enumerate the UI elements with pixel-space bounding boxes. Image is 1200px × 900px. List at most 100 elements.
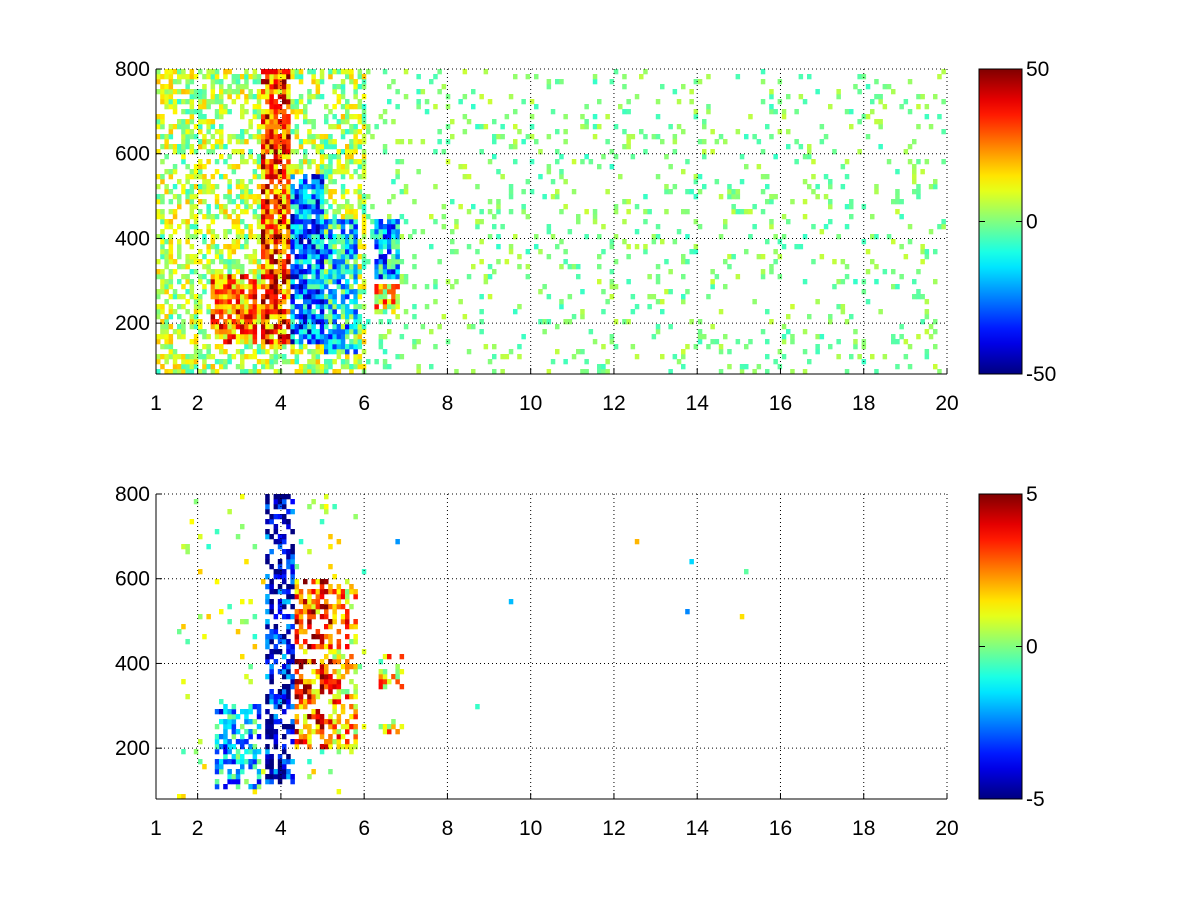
heatmap-cell bbox=[311, 144, 316, 150]
heatmap-cell bbox=[891, 339, 896, 345]
heatmap-cell bbox=[214, 529, 220, 535]
heatmap-cell bbox=[202, 94, 207, 100]
heatmap-cell bbox=[315, 369, 321, 375]
heatmap-cell bbox=[273, 694, 279, 700]
heatmap-cell bbox=[765, 309, 770, 315]
heatmap-cell bbox=[403, 189, 409, 195]
heatmap-cell bbox=[907, 79, 913, 85]
heatmap-cell bbox=[269, 589, 274, 595]
heatmap-cell bbox=[340, 204, 346, 210]
heatmap-cell bbox=[277, 134, 283, 140]
heatmap-cell bbox=[290, 739, 295, 745]
heatmap-cell bbox=[240, 289, 245, 295]
heatmap-cell bbox=[681, 84, 686, 90]
heatmap-cell bbox=[802, 99, 808, 105]
heatmap-cell bbox=[311, 289, 316, 295]
heatmap-cell bbox=[269, 334, 274, 340]
heatmap-cell bbox=[471, 104, 476, 110]
heatmap-cell bbox=[303, 319, 308, 325]
heatmap-cell bbox=[315, 604, 321, 610]
heatmap-cell bbox=[802, 154, 808, 160]
heatmap-cell bbox=[492, 214, 497, 220]
heatmap-cell bbox=[256, 704, 262, 710]
heatmap-cell bbox=[210, 279, 216, 285]
heatmap-cell bbox=[290, 704, 295, 710]
heatmap-cell bbox=[328, 304, 333, 310]
heatmap-cell bbox=[760, 149, 766, 155]
heatmap-cell bbox=[349, 704, 354, 710]
heatmap-cell bbox=[160, 329, 165, 335]
heatmap-cell bbox=[223, 309, 228, 315]
heatmap-cell bbox=[181, 144, 186, 150]
x-tick-label: 1 bbox=[150, 392, 162, 415]
heatmap-cell bbox=[214, 289, 220, 295]
heatmap-cell bbox=[874, 184, 879, 190]
heatmap-cell bbox=[269, 69, 274, 75]
heatmap-cell bbox=[307, 744, 312, 750]
heatmap-cell bbox=[580, 314, 585, 320]
heatmap-cell bbox=[429, 364, 434, 370]
heatmap-cell bbox=[231, 79, 237, 85]
heatmap-cell bbox=[340, 269, 346, 275]
heatmap-cell bbox=[244, 324, 249, 330]
heatmap-cell bbox=[189, 284, 195, 290]
heatmap-cell bbox=[324, 269, 329, 275]
heatmap-cell bbox=[819, 334, 825, 340]
heatmap-cell bbox=[765, 174, 770, 180]
heatmap-cell bbox=[366, 319, 371, 325]
heatmap-cell bbox=[185, 139, 190, 145]
heatmap-cell bbox=[219, 94, 224, 100]
heatmap-cell bbox=[307, 229, 312, 235]
heatmap-cell bbox=[248, 74, 253, 80]
heatmap-cell bbox=[294, 339, 300, 345]
heatmap-cell bbox=[286, 559, 291, 565]
heatmap-cell bbox=[294, 69, 300, 75]
heatmap-cell bbox=[172, 329, 178, 335]
heatmap-cell bbox=[592, 214, 598, 220]
heatmap-cell bbox=[290, 244, 295, 250]
heatmap-cell bbox=[235, 754, 241, 760]
heatmap-cell bbox=[324, 674, 329, 680]
heatmap-cell bbox=[265, 234, 270, 240]
heatmap-cell bbox=[324, 214, 329, 220]
heatmap-cell bbox=[550, 179, 556, 185]
heatmap-cell bbox=[265, 214, 270, 220]
heatmap-cell bbox=[416, 99, 421, 105]
heatmap-cell bbox=[286, 129, 291, 135]
heatmap-cell bbox=[311, 364, 316, 370]
heatmap-cell bbox=[206, 139, 211, 145]
heatmap-cell bbox=[374, 259, 379, 265]
heatmap-cell bbox=[319, 369, 325, 375]
heatmap-cell bbox=[857, 89, 862, 95]
heatmap-cell bbox=[214, 369, 220, 375]
heatmap-cell bbox=[567, 319, 573, 325]
x-tick-label: 4 bbox=[275, 392, 287, 415]
heatmap-cell bbox=[340, 114, 346, 120]
heatmap-cell bbox=[328, 109, 333, 115]
heatmap-cell bbox=[244, 244, 249, 250]
heatmap-cell bbox=[256, 779, 262, 785]
heatmap-cell bbox=[172, 184, 178, 190]
heatmap-cell bbox=[555, 129, 560, 135]
heatmap-cell bbox=[256, 344, 262, 350]
heatmap-cell bbox=[244, 234, 249, 240]
heatmap-cell bbox=[357, 74, 363, 80]
heatmap-cell bbox=[311, 274, 316, 280]
heatmap-cell bbox=[231, 734, 237, 740]
heatmap-cell bbox=[395, 304, 400, 310]
heatmap-cell bbox=[240, 724, 245, 730]
heatmap-cell bbox=[870, 109, 875, 115]
heatmap-cell bbox=[319, 94, 325, 100]
heatmap-cell bbox=[790, 334, 795, 340]
heatmap-cell bbox=[248, 709, 253, 715]
heatmap-cell bbox=[336, 729, 342, 735]
heatmap-cell bbox=[223, 259, 228, 265]
heatmap-cell bbox=[681, 349, 686, 355]
heatmap-cell bbox=[294, 199, 300, 205]
heatmap-cell bbox=[937, 224, 942, 230]
heatmap-cell bbox=[345, 599, 350, 605]
heatmap-cell bbox=[487, 294, 493, 300]
heatmap-cell bbox=[160, 344, 165, 350]
heatmap-cell bbox=[387, 319, 392, 325]
heatmap-cell bbox=[462, 69, 468, 75]
